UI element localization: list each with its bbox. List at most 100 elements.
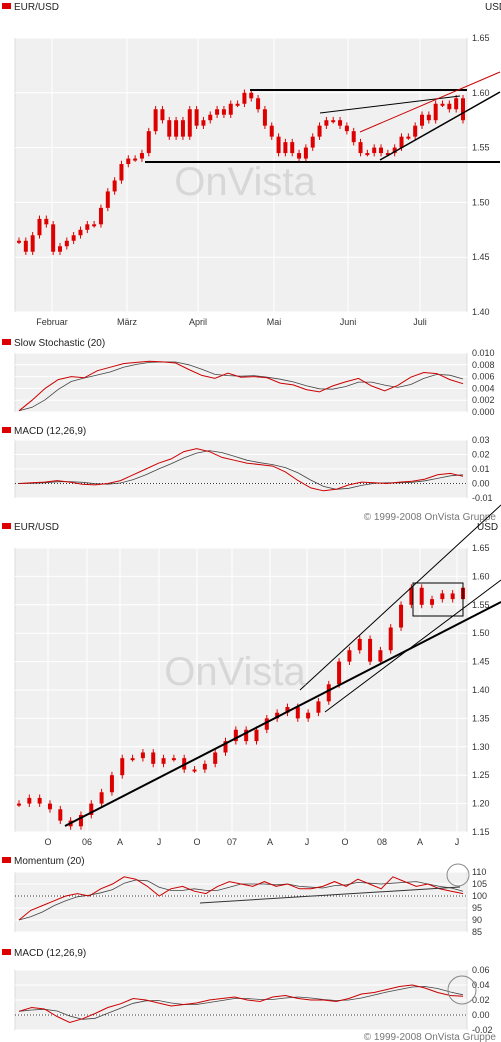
- panel-4: [2, 857, 468, 933]
- candle-body: [99, 792, 104, 804]
- candle-body: [275, 712, 280, 719]
- x-tick-label: Mai: [267, 317, 282, 327]
- panel-0: [2, 3, 468, 313]
- y-tick-label: 0.02: [472, 450, 490, 460]
- x-tick-label: A: [267, 837, 273, 847]
- candle-body: [47, 803, 52, 810]
- candle-body: [433, 103, 438, 121]
- y-tick-label: 1.60: [472, 88, 490, 98]
- candle-body: [221, 109, 226, 115]
- candle-body: [64, 240, 69, 247]
- candle-body: [420, 114, 425, 126]
- candle-body: [419, 587, 424, 605]
- candle-body: [368, 638, 373, 662]
- legend-swatch: [2, 857, 11, 863]
- candle-body: [17, 803, 21, 806]
- y-tick-label: 0.000: [472, 407, 495, 417]
- legend-swatch: [2, 523, 11, 529]
- series-line: [18, 448, 464, 492]
- watermark: OnVista: [164, 650, 306, 694]
- y-tick-label: 1.35: [472, 713, 490, 723]
- candle-body: [202, 763, 207, 770]
- candle-body: [413, 125, 418, 137]
- candle-body: [399, 136, 404, 148]
- candle-body: [244, 729, 249, 742]
- candle-body: [171, 758, 176, 761]
- x-tick-label: A: [117, 837, 123, 847]
- candle-body: [426, 114, 431, 121]
- y-tick-label: 110: [472, 867, 486, 877]
- y-tick-label: 0.008: [472, 360, 495, 370]
- unit-label: USD: [485, 2, 501, 13]
- candle-body: [98, 207, 103, 225]
- candle-body: [324, 120, 329, 126]
- candle-body: [153, 109, 158, 132]
- candle-body: [317, 125, 322, 137]
- candle-body: [140, 752, 145, 759]
- candle-body: [430, 599, 435, 605]
- y-tick-label: 0.004: [472, 383, 495, 393]
- x-tick-label: A: [417, 837, 423, 847]
- candle-body: [357, 638, 362, 651]
- candle-body: [461, 98, 465, 121]
- panel-title: EUR/USD: [14, 2, 59, 13]
- candle-body: [283, 142, 288, 154]
- candle-body: [331, 120, 336, 123]
- candle-body: [344, 125, 349, 132]
- candle-body: [256, 98, 261, 110]
- y-tick-label: 1.50: [472, 628, 490, 638]
- candle-body: [23, 240, 28, 252]
- candle-body: [27, 797, 32, 804]
- x-tick-label: O: [341, 837, 348, 847]
- x-tick-label: März: [117, 317, 137, 327]
- legend-swatch: [2, 949, 11, 955]
- candle-body: [57, 246, 62, 252]
- y-tick-label: 1.55: [472, 143, 490, 153]
- x-tick-label: O: [44, 837, 51, 847]
- y-tick-label: 1.15: [472, 827, 490, 837]
- y-tick-label: 90: [472, 915, 482, 925]
- candle-body: [192, 769, 197, 772]
- candle-body: [337, 661, 342, 685]
- candle-body: [409, 587, 414, 605]
- candle-body: [44, 218, 49, 225]
- y-tick-label: 100: [472, 891, 487, 901]
- candle-body: [454, 98, 459, 110]
- candle-body: [180, 120, 185, 137]
- candle-body: [120, 758, 125, 776]
- x-tick-label: 07: [227, 837, 237, 847]
- candle-body: [295, 707, 300, 719]
- y-tick-label: 0.06: [472, 965, 490, 975]
- y-tick-label: 1.40: [472, 685, 490, 695]
- y-tick-label: 85: [472, 927, 482, 937]
- candle-body: [378, 650, 383, 662]
- candle-body: [392, 147, 397, 154]
- candle-body: [208, 114, 213, 121]
- x-tick-label: J: [157, 837, 162, 847]
- candle-body: [440, 103, 445, 106]
- candle-body: [215, 109, 220, 115]
- candle-body: [213, 752, 218, 764]
- momentum-trend-line: [199, 886, 461, 904]
- channel-lower-line: [379, 91, 501, 161]
- panel-frame: [14, 37, 468, 313]
- candle-body: [30, 235, 35, 252]
- signal-line: [18, 361, 464, 412]
- candle-body: [37, 218, 42, 236]
- candle-body: [447, 103, 452, 110]
- candle-body: [201, 120, 206, 126]
- candle-body: [385, 153, 390, 156]
- panel-1: [2, 339, 468, 413]
- y-tick-label: 1.55: [472, 600, 490, 610]
- candle-body: [351, 131, 356, 143]
- y-tick-label: 1.40: [472, 307, 490, 317]
- candle-body: [160, 109, 165, 121]
- y-tick-label: 0.02: [472, 995, 490, 1005]
- candle-body: [326, 684, 331, 702]
- x-tick-label: April: [189, 317, 207, 327]
- y-tick-label: 0.00: [472, 1010, 490, 1020]
- legend-swatch: [2, 3, 11, 9]
- candle-body: [379, 147, 384, 154]
- candle-body: [264, 718, 269, 730]
- x-tick-label: 08: [377, 837, 387, 847]
